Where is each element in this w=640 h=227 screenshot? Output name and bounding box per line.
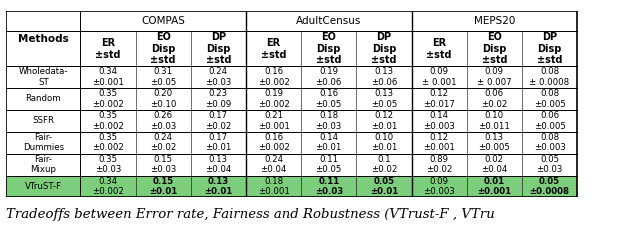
Text: VTruST-F: VTruST-F — [25, 182, 62, 191]
Text: Random: Random — [26, 94, 61, 104]
Text: Tradeoffs between Error rate, Fairness and Robustness (VTrust-F , VTru: Tradeoffs between Error rate, Fairness a… — [6, 208, 495, 221]
Text: 0.06
±0.02: 0.06 ±0.02 — [481, 89, 508, 109]
Text: 0.18
±0.03: 0.18 ±0.03 — [316, 111, 342, 131]
Text: 0.15
±0.03: 0.15 ±0.03 — [150, 155, 177, 174]
Text: 0.12
±0.017: 0.12 ±0.017 — [423, 89, 455, 109]
Text: 0.19
±0.06: 0.19 ±0.06 — [316, 67, 342, 87]
Text: 0.02
±0.04: 0.02 ±0.04 — [481, 155, 508, 174]
Text: 0.08
±0.005: 0.08 ±0.005 — [534, 89, 566, 109]
Text: 0.34
±0.001: 0.34 ±0.001 — [92, 67, 124, 87]
Text: 0.08
±0.003: 0.08 ±0.003 — [534, 133, 566, 153]
Text: 0.24
±0.04: 0.24 ±0.04 — [260, 155, 287, 174]
Text: 0.17
±0.01: 0.17 ±0.01 — [205, 133, 232, 153]
Text: 0.13
±0.005: 0.13 ±0.005 — [479, 133, 510, 153]
Text: ER
±std: ER ±std — [261, 38, 286, 59]
Text: 0.31
±0.05: 0.31 ±0.05 — [150, 67, 177, 87]
Text: 0.06
±0.005: 0.06 ±0.005 — [534, 111, 566, 131]
Text: 0.09
± 0.007: 0.09 ± 0.007 — [477, 67, 511, 87]
Text: 0.17
±0.02: 0.17 ±0.02 — [205, 111, 232, 131]
Text: 0.09
± 0.001: 0.09 ± 0.001 — [422, 67, 456, 87]
Text: 0.19
±0.002: 0.19 ±0.002 — [258, 89, 289, 109]
Text: 0.23
±0.09: 0.23 ±0.09 — [205, 89, 232, 109]
Text: ER
±std: ER ±std — [426, 38, 452, 59]
Text: 0.21
±0.001: 0.21 ±0.001 — [258, 111, 289, 131]
Text: Fair-
Dummies: Fair- Dummies — [23, 133, 64, 153]
Text: 0.09
±0.003: 0.09 ±0.003 — [423, 177, 455, 196]
Text: 0.05
±0.01: 0.05 ±0.01 — [370, 177, 398, 196]
Text: 0.13
±0.04: 0.13 ±0.04 — [205, 155, 232, 174]
Text: 0.18
±0.001: 0.18 ±0.001 — [258, 177, 289, 196]
Text: 0.34
±0.002: 0.34 ±0.002 — [92, 177, 124, 196]
Text: 0.26
±0.03: 0.26 ±0.03 — [150, 111, 177, 131]
Text: 0.13
±0.06: 0.13 ±0.06 — [371, 67, 397, 87]
Text: DP
Disp
±std: DP Disp ±std — [537, 32, 563, 65]
Text: EO
Disp
±std: EO Disp ±std — [316, 32, 342, 65]
Bar — [6, 176, 577, 197]
Text: AdultCensus: AdultCensus — [296, 16, 362, 26]
Text: EO
Disp
±std: EO Disp ±std — [150, 32, 176, 65]
Text: 0.05
±0.03: 0.05 ±0.03 — [536, 155, 563, 174]
Text: 0.24
±0.02: 0.24 ±0.02 — [150, 133, 177, 153]
Text: 0.24
±0.03: 0.24 ±0.03 — [205, 67, 232, 87]
Text: ER
±std: ER ±std — [95, 38, 121, 59]
Text: EO
Disp
±std: EO Disp ±std — [482, 32, 507, 65]
Text: 0.14
±0.003: 0.14 ±0.003 — [423, 111, 455, 131]
Text: 0.89
±0.02: 0.89 ±0.02 — [426, 155, 452, 174]
Text: 0.12
±0.01: 0.12 ±0.01 — [371, 111, 397, 131]
Text: 0.11
±0.05: 0.11 ±0.05 — [316, 155, 342, 174]
Text: MEPS20: MEPS20 — [474, 16, 515, 26]
Text: 0.14
±0.01: 0.14 ±0.01 — [316, 133, 342, 153]
Text: 0.16
±0.002: 0.16 ±0.002 — [258, 67, 289, 87]
Text: 0.35
±0.002: 0.35 ±0.002 — [92, 89, 124, 109]
Text: Fair-
Mixup: Fair- Mixup — [31, 155, 56, 174]
Text: 0.10
±0.011: 0.10 ±0.011 — [479, 111, 510, 131]
Text: 0.20
±0.10: 0.20 ±0.10 — [150, 89, 177, 109]
Text: 0.35
±0.002: 0.35 ±0.002 — [92, 133, 124, 153]
Text: 0.13
±0.05: 0.13 ±0.05 — [371, 89, 397, 109]
Text: 0.05
±0.0008: 0.05 ±0.0008 — [529, 177, 570, 196]
Text: 0.16
±0.05: 0.16 ±0.05 — [316, 89, 342, 109]
Text: 0.13
±0.01: 0.13 ±0.01 — [204, 177, 232, 196]
Text: 0.35
±0.03: 0.35 ±0.03 — [95, 155, 121, 174]
Text: 0.35
±0.002: 0.35 ±0.002 — [92, 111, 124, 131]
Text: 0.01
±0.001: 0.01 ±0.001 — [477, 177, 511, 196]
Text: COMPAS: COMPAS — [141, 16, 185, 26]
Text: Methods: Methods — [18, 34, 68, 44]
Text: Wholedata-
ST: Wholedata- ST — [19, 67, 68, 87]
Text: 0.10
±0.01: 0.10 ±0.01 — [371, 133, 397, 153]
Text: 0.08
± 0.0008: 0.08 ± 0.0008 — [529, 67, 570, 87]
Text: 0.11
±0.03: 0.11 ±0.03 — [315, 177, 343, 196]
Text: 0.12
±0.001: 0.12 ±0.001 — [423, 133, 455, 153]
Text: 0.15
±0.01: 0.15 ±0.01 — [149, 177, 177, 196]
Text: 0.16
±0.002: 0.16 ±0.002 — [258, 133, 289, 153]
Text: 0.1
±0.02: 0.1 ±0.02 — [371, 155, 397, 174]
Text: SSFR: SSFR — [33, 116, 54, 125]
Text: DP
Disp
±std: DP Disp ±std — [371, 32, 397, 65]
Text: DP
Disp
±std: DP Disp ±std — [205, 32, 231, 65]
